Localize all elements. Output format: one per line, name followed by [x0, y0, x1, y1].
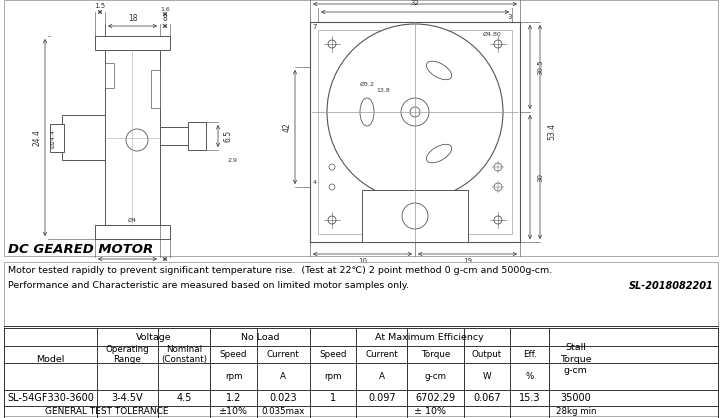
Bar [160, 127, 188, 145]
Text: Nominal
(Constant): Nominal (Constant) [161, 345, 207, 364]
Text: 13.8: 13.8 [376, 87, 390, 92]
Text: rpm: rpm [324, 372, 342, 381]
Text: 6702.29: 6702.29 [416, 393, 456, 403]
Text: Ø24.4: Ø24.4 [51, 128, 56, 148]
Text: 0.097: 0.097 [368, 393, 396, 403]
Text: 0.067: 0.067 [473, 393, 501, 403]
Text: 6.5: 6.5 [224, 130, 232, 142]
Text: 4: 4 [313, 179, 317, 184]
Text: 4.5: 4.5 [176, 393, 191, 403]
Bar [50, 124, 64, 152]
Text: 24.4: 24.4 [32, 129, 41, 146]
Bar [151, 70, 160, 108]
Text: %: % [526, 372, 534, 381]
Text: Motor tested rapidly to prevent significant temperature rise.  (Test at 22℃) 2 p: Motor tested rapidly to prevent signific… [8, 266, 552, 275]
Text: Speed: Speed [319, 350, 347, 359]
Text: 18: 18 [128, 14, 137, 23]
Ellipse shape [360, 98, 374, 126]
Bar [310, 22, 520, 242]
Circle shape [494, 216, 502, 224]
Text: Torque: Torque [421, 350, 451, 359]
Text: A: A [379, 372, 385, 381]
Bar [188, 122, 206, 150]
Text: DC GEARED MOTOR: DC GEARED MOTOR [8, 243, 153, 256]
Bar [362, 190, 468, 242]
Text: GENERAL TEST TOLERANCE: GENERAL TEST TOLERANCE [45, 408, 169, 416]
Text: 19: 19 [463, 258, 472, 264]
Text: Current: Current [267, 350, 300, 359]
Text: Voltage: Voltage [136, 332, 171, 342]
Circle shape [126, 129, 148, 151]
Circle shape [401, 98, 429, 126]
Circle shape [329, 164, 335, 170]
Text: 0.035max: 0.035max [261, 408, 305, 416]
Text: 1.2: 1.2 [226, 393, 241, 403]
Ellipse shape [427, 144, 452, 163]
Text: Output: Output [472, 350, 502, 359]
Text: Operating
Range: Operating Range [105, 345, 149, 364]
Text: 30.5: 30.5 [537, 59, 543, 75]
Text: ± 10%: ± 10% [414, 408, 445, 416]
Circle shape [327, 24, 503, 200]
Bar [62, 115, 105, 160]
Text: Stall
Torque
g-cm: Stall Torque g-cm [560, 344, 592, 375]
Text: 1: 1 [330, 393, 336, 403]
Text: rpm: rpm [225, 372, 243, 381]
Text: A: A [280, 372, 286, 381]
Text: Model: Model [36, 354, 64, 364]
Text: No Load: No Load [240, 332, 279, 342]
Text: 0.023: 0.023 [269, 393, 297, 403]
Text: 10: 10 [358, 258, 367, 264]
Text: Ø4.80: Ø4.80 [482, 31, 501, 36]
Text: 15.6: 15.6 [157, 263, 173, 269]
Ellipse shape [427, 61, 452, 80]
Text: Ø4: Ø4 [128, 217, 136, 222]
Text: 35000: 35000 [560, 393, 591, 403]
Text: 1.6: 1.6 [160, 7, 170, 12]
Circle shape [410, 107, 420, 117]
Text: 3-4.5V: 3-4.5V [111, 393, 143, 403]
Circle shape [494, 163, 502, 171]
Text: Ø3.2: Ø3.2 [360, 82, 375, 87]
Text: Performance and Characteristic are measured based on limited motor samples only.: Performance and Characteristic are measu… [8, 281, 409, 290]
Text: 15.3: 15.3 [519, 393, 541, 403]
Bar [105, 50, 160, 225]
Circle shape [494, 183, 502, 191]
Text: 8: 8 [162, 14, 168, 23]
Bar [95, 36, 170, 50]
Text: 30: 30 [537, 173, 543, 181]
Text: Eff.: Eff. [523, 350, 536, 359]
Text: 28kg min: 28kg min [556, 408, 596, 416]
Text: SL-54GF330-3600: SL-54GF330-3600 [7, 393, 94, 403]
Text: 7: 7 [313, 24, 317, 30]
Text: 53.4: 53.4 [547, 123, 557, 140]
Bar [105, 63, 114, 88]
Text: g-cm: g-cm [425, 372, 447, 381]
Text: Speed: Speed [219, 350, 248, 359]
Text: 2.9: 2.9 [228, 158, 238, 163]
Text: 21: 21 [123, 263, 132, 269]
Text: Current: Current [365, 350, 398, 359]
Circle shape [329, 184, 335, 190]
Text: 32: 32 [411, 0, 419, 6]
Text: At Maximum Efficiency: At Maximum Efficiency [375, 332, 484, 342]
Text: 42: 42 [282, 122, 292, 132]
Circle shape [494, 40, 502, 48]
Bar [95, 225, 170, 239]
Text: W: W [483, 372, 492, 381]
Text: 1.5: 1.5 [95, 3, 105, 9]
Text: ±10%: ±10% [219, 408, 248, 416]
Circle shape [328, 40, 336, 48]
Text: 3: 3 [508, 14, 512, 20]
Text: SL-2018082201: SL-2018082201 [630, 281, 714, 291]
Circle shape [328, 216, 336, 224]
Circle shape [402, 203, 428, 229]
Bar [318, 30, 512, 234]
